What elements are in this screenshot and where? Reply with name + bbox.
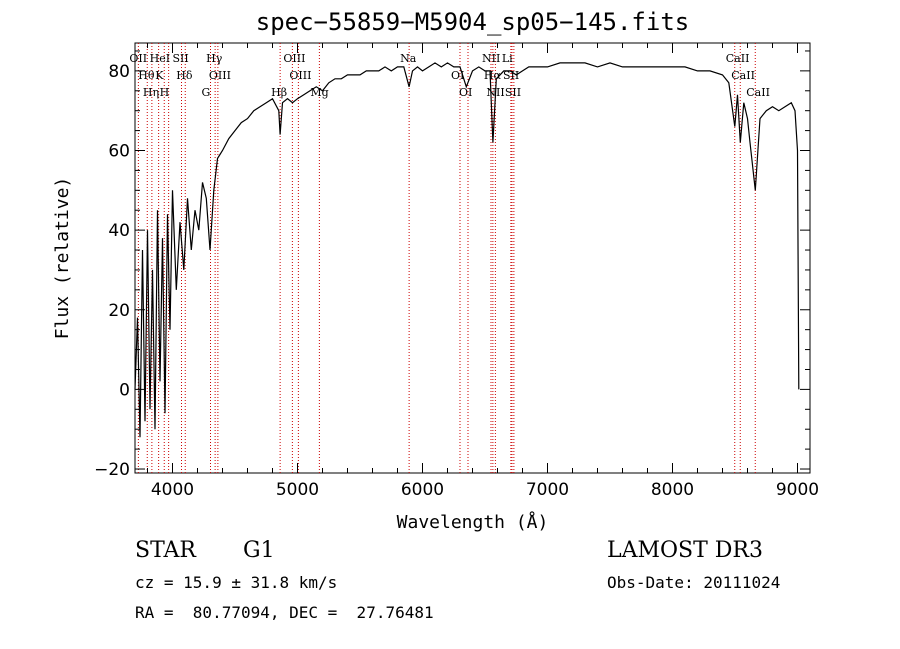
line-label: Na (400, 52, 417, 65)
line-label: OIII (209, 69, 231, 82)
line-label: Hη (143, 86, 159, 99)
line-label: SII (503, 69, 519, 82)
line-label: G (202, 86, 211, 99)
y-tick-label: 60 (108, 142, 130, 162)
line-label: SII (505, 86, 521, 99)
line-label: CaII (746, 86, 770, 99)
line-label: SII (173, 52, 189, 65)
line-label: Hβ (271, 86, 287, 99)
series-group (134, 62, 800, 438)
x-tick-label: 7000 (526, 480, 569, 500)
line-labels: OIIHθHηHeIKHSIIHδGHγOIIIHβOIIIOIIIMgNaOI… (129, 52, 770, 99)
line-label: Hδ (176, 69, 193, 82)
line-label: CaII (726, 52, 750, 65)
x-axis-label: Wavelength (Å) (397, 511, 549, 533)
x-tick-label: 6000 (401, 480, 444, 500)
line-label: NII (482, 52, 500, 65)
line-label: CaII (731, 69, 755, 82)
x-tick-label: 5000 (276, 480, 319, 500)
line-label: Hγ (206, 52, 223, 65)
line-label: OI (451, 69, 464, 82)
line-label: Hθ (138, 69, 155, 82)
line-label: Mg (310, 86, 328, 99)
plot-border (134, 42, 811, 474)
line-label: HeI (150, 52, 170, 65)
x-tick-label: 4000 (151, 480, 194, 500)
line-label: OIII (283, 52, 305, 65)
survey-name: LAMOST DR3 (607, 538, 763, 563)
y-tick-label: 20 (108, 301, 130, 321)
line-label: OIII (289, 69, 311, 82)
line-label: Li (502, 52, 513, 65)
ra-dec: RA = 80.77094, DEC = 27.76481 (135, 603, 434, 622)
object-subclass: G1 (243, 538, 275, 563)
chart-title: spec−55859−M5904_sp05−145.fits (255, 8, 690, 36)
y-axis-label: Flux (relative) (52, 177, 73, 340)
obs-date: Obs-Date: 20111024 (607, 573, 781, 592)
y-tick-label: −20 (94, 460, 130, 480)
y-tick-label: 40 (108, 221, 130, 241)
line-label: NII (486, 86, 504, 99)
x-tick-label: 9000 (776, 480, 819, 500)
redshift-cz: cz = 15.9 ± 31.8 km/s (135, 573, 338, 592)
object-class: STAR (135, 538, 196, 563)
y-tick-label: 80 (108, 62, 130, 82)
line-markers (137, 43, 756, 473)
line-label: H (160, 86, 170, 99)
line-label: K (155, 69, 164, 82)
axis-ticks: 4000 5000 6000 7000 8000 9000 −20 0 20 40 60 80 Wave… (52, 43, 819, 533)
y-tick-label: 0 (119, 380, 130, 400)
plot-frame (134, 42, 811, 474)
line-label: OII (129, 52, 147, 65)
line-label: OI (459, 86, 472, 99)
x-tick-label: 8000 (651, 480, 694, 500)
spectrum-line (134, 62, 800, 438)
line-label: Hα (484, 69, 502, 82)
